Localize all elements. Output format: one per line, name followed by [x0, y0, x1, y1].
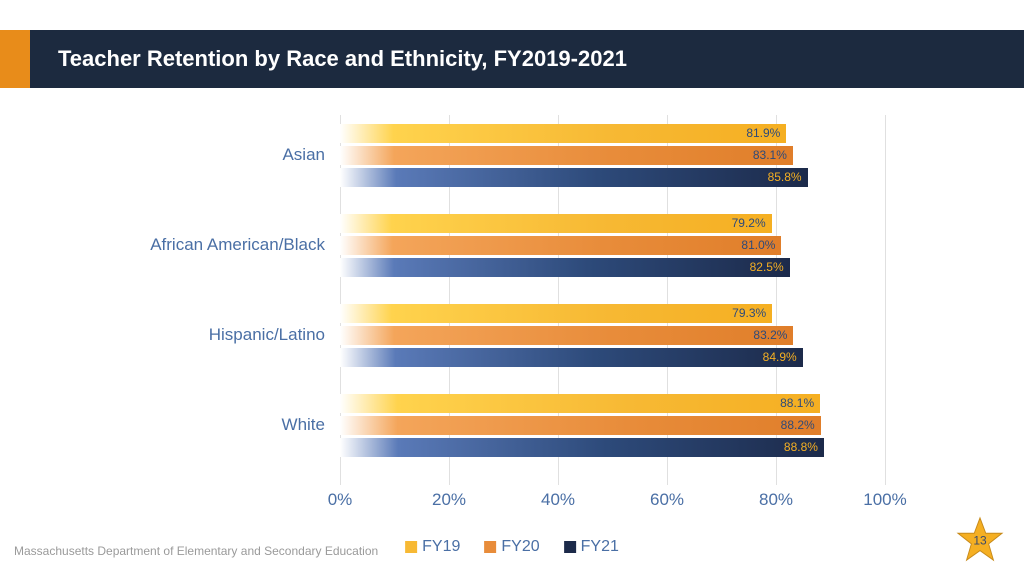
- bar-fy21: 82.5%: [340, 258, 790, 277]
- legend-swatch: [484, 541, 496, 553]
- category-group: Hispanic/Latino79.3%83.2%84.9%: [340, 300, 885, 370]
- page-title: Teacher Retention by Race and Ethnicity,…: [58, 46, 627, 72]
- legend-item: FY19: [405, 538, 460, 556]
- category-label: Hispanic/Latino: [105, 325, 325, 345]
- legend-label: FY19: [422, 538, 460, 556]
- gridline: [885, 115, 886, 485]
- plot-area: Asian81.9%83.1%85.8%African American/Bla…: [340, 115, 885, 485]
- bar-value-label: 88.1%: [780, 396, 814, 410]
- legend-item: FY20: [484, 538, 539, 556]
- chart-legend: FY19 FY20 FY21: [405, 538, 619, 556]
- legend-label: FY20: [501, 538, 539, 556]
- bar-fy19: 88.1%: [340, 394, 820, 413]
- bar-value-label: 81.0%: [741, 238, 775, 252]
- bar-value-label: 85.8%: [768, 170, 802, 184]
- bar-value-label: 79.2%: [732, 216, 766, 230]
- bar-fy21: 88.8%: [340, 438, 824, 457]
- title-bar: Teacher Retention by Race and Ethnicity,…: [0, 30, 1024, 88]
- footer-text: Massachusetts Department of Elementary a…: [14, 544, 378, 558]
- x-tick-label: 100%: [863, 490, 906, 510]
- x-tick-label: 40%: [541, 490, 575, 510]
- x-tick-label: 20%: [432, 490, 466, 510]
- bar-value-label: 81.9%: [746, 126, 780, 140]
- bar-fy20: 83.2%: [340, 326, 793, 345]
- x-tick-label: 0%: [328, 490, 353, 510]
- page-number: 13: [973, 534, 986, 548]
- legend-swatch: [405, 541, 417, 553]
- bar-fy19: 79.2%: [340, 214, 772, 233]
- legend-label: FY21: [581, 538, 619, 556]
- legend-swatch: [564, 541, 576, 553]
- bar-value-label: 88.2%: [781, 418, 815, 432]
- bar-value-label: 82.5%: [750, 260, 784, 274]
- bar-value-label: 84.9%: [763, 350, 797, 364]
- x-axis-ticks: 0%20%40%60%80%100%: [340, 490, 885, 520]
- accent-strip: [0, 30, 30, 88]
- legend-item: FY21: [564, 538, 619, 556]
- page-number-star: 13: [956, 516, 1004, 564]
- category-group: African American/Black79.2%81.0%82.5%: [340, 210, 885, 280]
- category-label: Asian: [105, 145, 325, 165]
- bar-fy19: 81.9%: [340, 124, 786, 143]
- bar-fy20: 81.0%: [340, 236, 781, 255]
- bar-fy21: 85.8%: [340, 168, 808, 187]
- category-group: Asian81.9%83.1%85.8%: [340, 120, 885, 190]
- bar-fy20: 88.2%: [340, 416, 821, 435]
- bar-value-label: 83.1%: [753, 148, 787, 162]
- category-label: African American/Black: [105, 235, 325, 255]
- bar-fy20: 83.1%: [340, 146, 793, 165]
- bar-fy21: 84.9%: [340, 348, 803, 367]
- bar-value-label: 79.3%: [732, 306, 766, 320]
- x-tick-label: 60%: [650, 490, 684, 510]
- category-label: White: [105, 415, 325, 435]
- title-main: Teacher Retention by Race and Ethnicity,…: [30, 30, 1024, 88]
- bar-value-label: 83.2%: [753, 328, 787, 342]
- category-group: White88.1%88.2%88.8%: [340, 390, 885, 460]
- retention-chart: Asian81.9%83.1%85.8%African American/Bla…: [120, 115, 910, 485]
- x-tick-label: 80%: [759, 490, 793, 510]
- bar-value-label: 88.8%: [784, 440, 818, 454]
- bar-fy19: 79.3%: [340, 304, 772, 323]
